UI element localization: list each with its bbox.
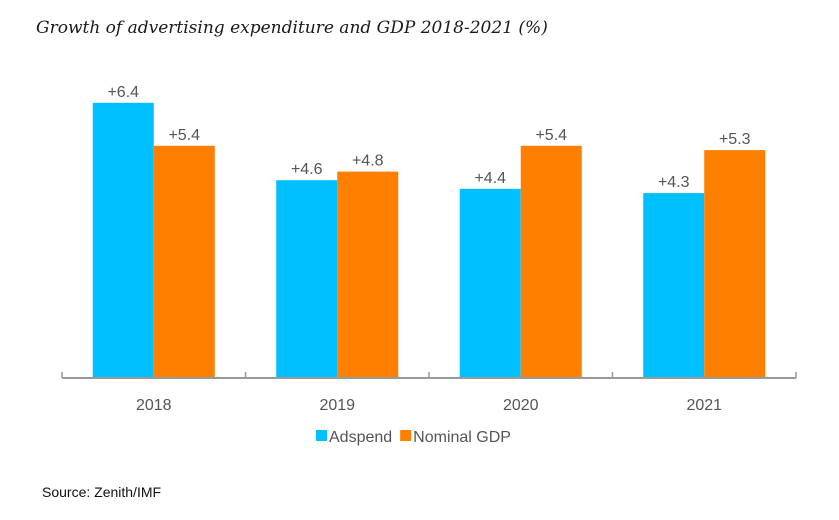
bar-adspend-2018: [92, 102, 154, 379]
data-label: +5.4: [535, 127, 567, 144]
x-tick-label: 2019: [319, 397, 355, 414]
legend-label: Nominal GDP: [413, 429, 511, 446]
bars-group: [92, 102, 766, 379]
data-label: +5.3: [719, 131, 751, 148]
source-note: Source: Zenith/IMF: [42, 484, 162, 500]
data-label: +4.3: [658, 174, 690, 191]
x-tick-label: 2020: [503, 397, 539, 414]
x-tick-label: 2021: [686, 397, 722, 414]
bar-nominal-gdp-2020: [520, 145, 582, 378]
data-label: +6.4: [107, 84, 139, 101]
bar-adspend-2021: [643, 193, 705, 378]
data-label: +4.6: [291, 161, 323, 178]
bar-nominal-gdp-2019: [337, 171, 399, 378]
chart-title: Growth of advertising expenditure and GD…: [36, 18, 548, 38]
data-label: +5.4: [168, 127, 200, 144]
x-tick-label: 2018: [136, 397, 172, 414]
data-labels-group: +6.4 +5.4 +4.6 +4.8 +4.4 +5.4 +4.3 +5.3: [107, 84, 750, 191]
legend-label: Adspend: [329, 429, 392, 446]
bar-nominal-gdp-2018: [153, 145, 215, 378]
data-label: +4.4: [474, 170, 506, 187]
bar-nominal-gdp-2021: [704, 150, 766, 378]
legend-swatch-nominal-gdp: [400, 430, 412, 441]
bar-adspend-2019: [276, 180, 338, 378]
legend-swatch-adspend: [316, 430, 327, 441]
bar-adspend-2020: [459, 188, 521, 378]
data-label: +4.8: [352, 153, 384, 170]
legend: Adspend Nominal GDP: [316, 429, 511, 446]
x-axis: 2018 2019 2020 2021: [61, 372, 797, 414]
